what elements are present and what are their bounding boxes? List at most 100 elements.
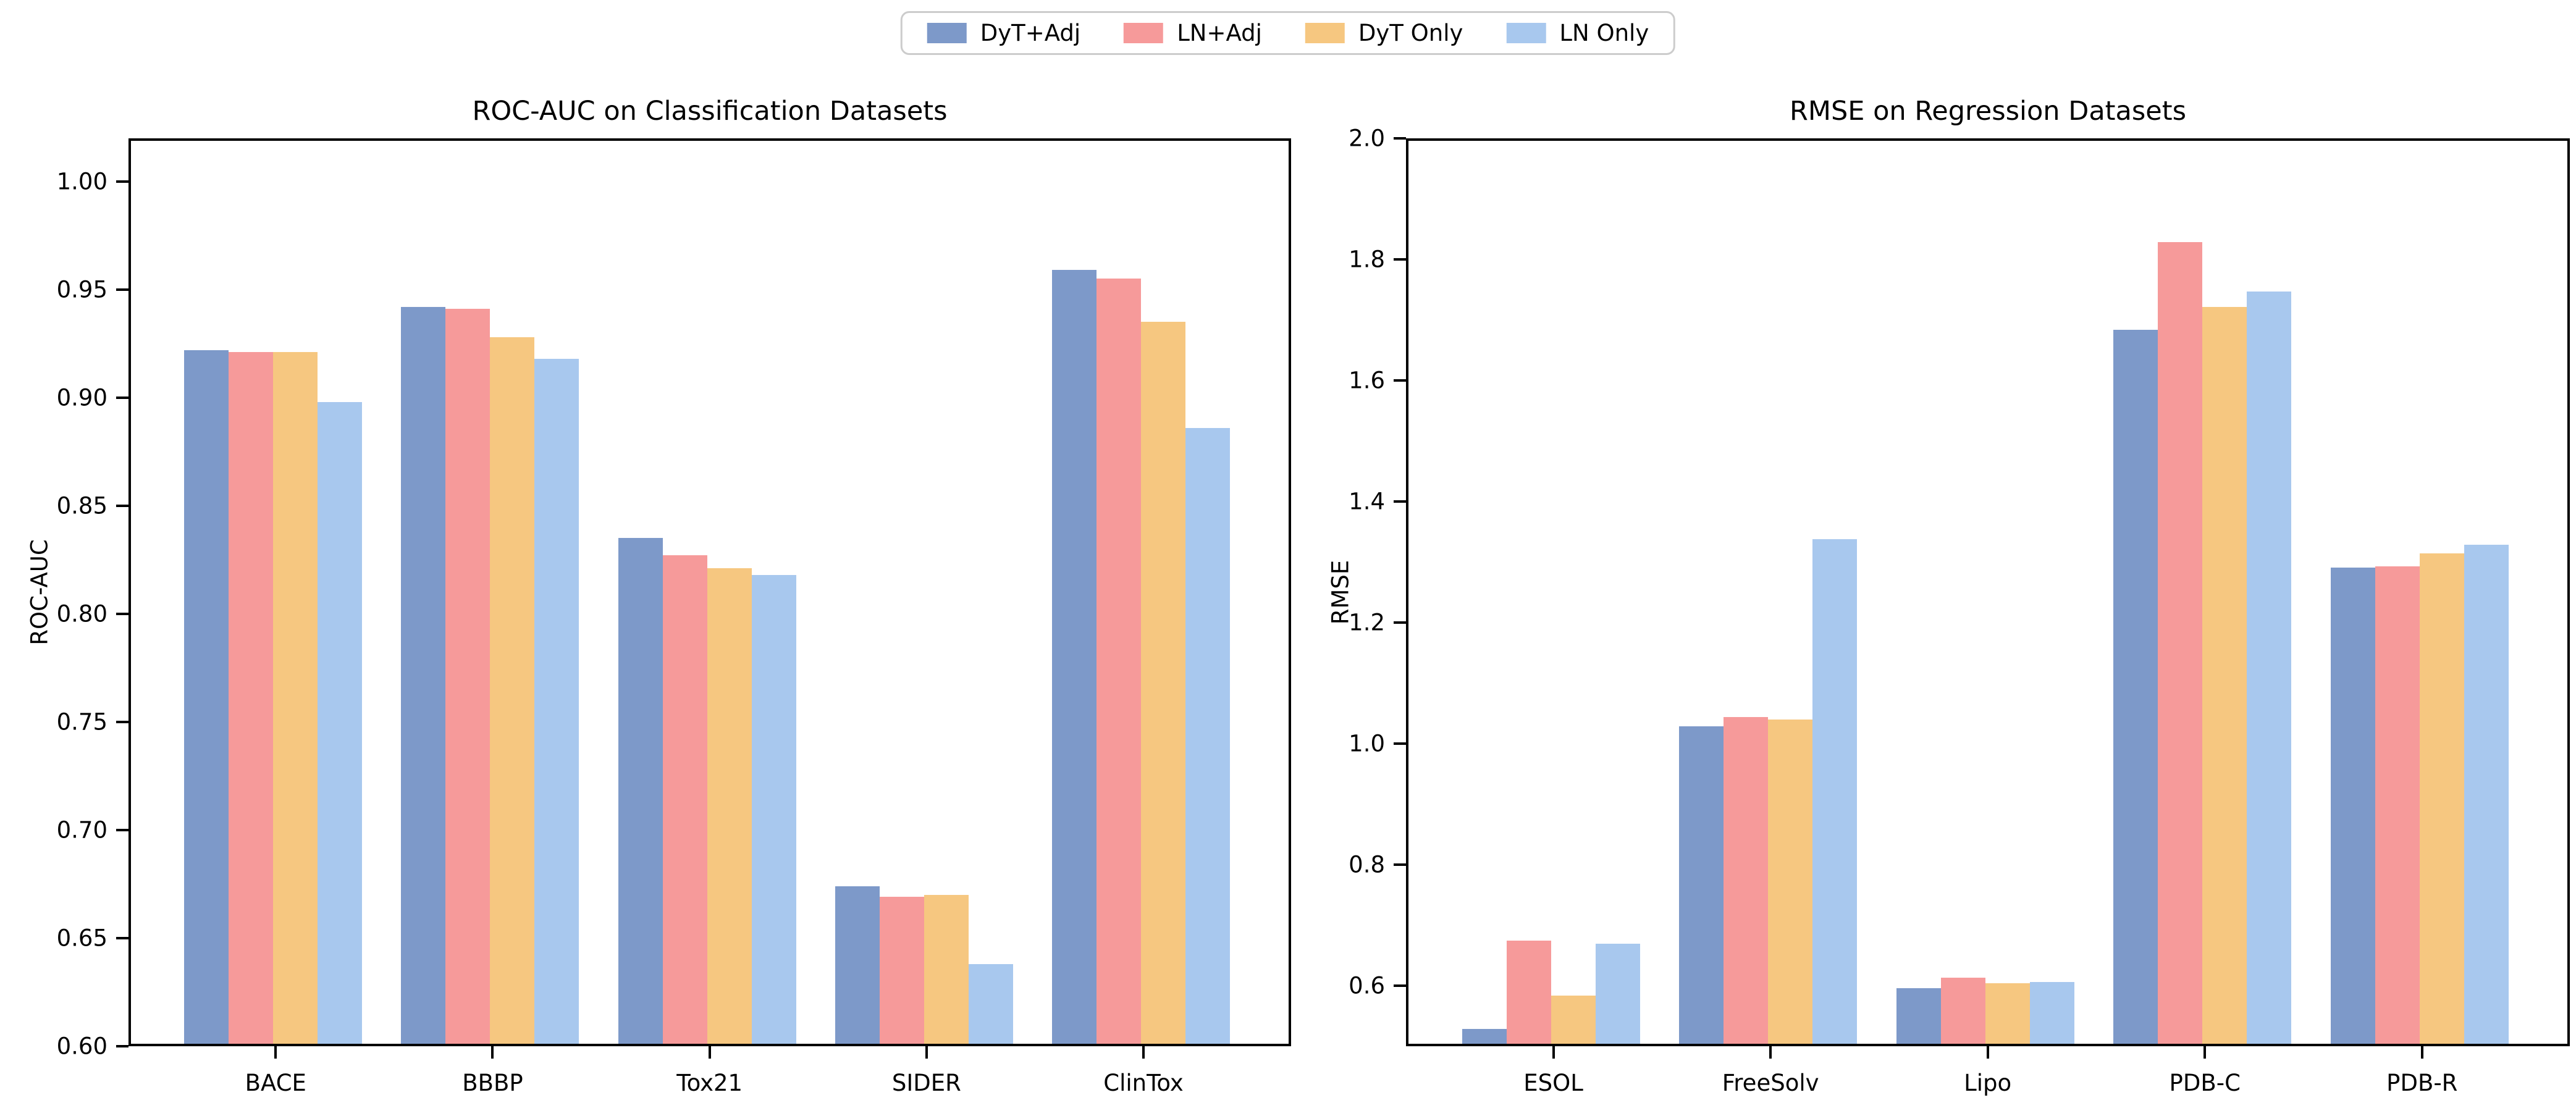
bar-ln-adj-esol (1506, 941, 1551, 1044)
legend-swatch-icon (1305, 23, 1345, 43)
y-axis-tick (1394, 379, 1406, 382)
bar-dyt-adj-clintox (1052, 270, 1097, 1044)
y-axis-tick (116, 397, 128, 399)
x-axis-tick (274, 1046, 277, 1059)
regression-chart-title: RMSE on Regression Datasets (1790, 96, 2186, 127)
legend-item-ln-adj: LN+Adj (1124, 22, 1262, 44)
y-axis-tick (116, 1045, 128, 1047)
y-tick-label: 0.95 (56, 276, 107, 303)
bar-dyt-adj-pdb-c (2113, 329, 2158, 1044)
x-tick-label: ESOL (1523, 1070, 1583, 1096)
bar-ln-only-lipo (2029, 982, 2074, 1044)
bar-dyt-adj-freesolv (1679, 726, 1724, 1044)
bar-ln-only-bace (318, 401, 363, 1044)
bar-dyt-adj-esol (1462, 1028, 1507, 1044)
x-tick-label: ClinTox (1103, 1070, 1184, 1096)
bar-dyt-only-bbbp (490, 337, 535, 1044)
y-axis-tick (1394, 742, 1406, 745)
x-axis-tick (708, 1046, 711, 1059)
x-tick-label: PDB-R (2386, 1070, 2458, 1096)
bar-ln-adj-pdb-c (2158, 241, 2203, 1044)
legend-item-dyt-only: DyT Only (1305, 22, 1463, 44)
bar-dyt-adj-bace (184, 350, 229, 1044)
bar-ln-adj-bace (229, 352, 274, 1044)
bar-ln-adj-lipo (1940, 978, 1985, 1044)
y-axis-tick (116, 937, 128, 939)
legend-item-ln-only: LN Only (1506, 22, 1649, 44)
bar-ln-adj-bbbp (445, 309, 490, 1044)
x-axis-tick (1769, 1046, 1772, 1059)
y-tick-label: 0.70 (56, 816, 107, 844)
bar-ln-only-bbbp (534, 358, 579, 1044)
bar-dyt-only-esol (1551, 995, 1596, 1044)
legend-label: DyT+Adj (980, 20, 1081, 46)
bar-dyt-adj-pdb-r (2330, 567, 2375, 1044)
legend-label: LN+Adj (1177, 20, 1262, 46)
y-tick-label: 1.00 (56, 168, 107, 195)
bar-ln-only-pdb-r (2464, 544, 2509, 1044)
bar-dyt-adj-tox21 (618, 538, 663, 1044)
y-tick-label: 0.6 (1349, 972, 1385, 999)
y-tick-label: 0.60 (56, 1033, 107, 1060)
bar-dyt-adj-lipo (1896, 988, 1941, 1044)
regression-axes: RMSE on Regression Datasets RMSE 2.0 1.8 1… (1328, 96, 2570, 1096)
y-axis-tick (116, 721, 128, 723)
bar-ln-adj-sider (879, 897, 924, 1044)
classification-axes: ROC-AUC on Classification Datasets ROC-A… (27, 96, 1291, 1096)
y-tick-label: 0.80 (56, 600, 107, 627)
y-tick-label: 0.8 (1349, 851, 1385, 878)
x-axis-tick (1986, 1046, 1989, 1059)
y-axis-tick (116, 613, 128, 615)
bar-dyt-adj-sider (835, 886, 880, 1044)
bar-dyt-adj-bbbp (401, 306, 446, 1044)
y-axis-tick (1394, 621, 1406, 624)
bar-ln-adj-clintox (1096, 279, 1142, 1044)
y-axis-tick (1394, 984, 1406, 987)
legend-swatch-icon (927, 23, 967, 43)
bar-ln-adj-freesolv (1724, 716, 1769, 1044)
x-tick-label: Lipo (1964, 1070, 2012, 1096)
x-axis-tick (2203, 1046, 2207, 1059)
x-axis-tick (491, 1046, 494, 1059)
legend-item-dyt-adj: DyT+Adj (927, 22, 1080, 44)
classification-chart-title: ROC-AUC on Classification Datasets (472, 96, 948, 127)
y-axis-tick (1394, 137, 1406, 140)
bar-ln-only-clintox (1185, 427, 1231, 1044)
y-tick-label: 1.2 (1349, 609, 1385, 636)
x-tick-label: SIDER (891, 1070, 961, 1096)
bar-ln-only-pdb-c (2247, 291, 2292, 1044)
x-tick-label: PDB-C (2169, 1070, 2241, 1096)
y-axis-tick (116, 505, 128, 507)
y-tick-label: 1.4 (1349, 488, 1385, 515)
bar-ln-only-sider (968, 963, 1013, 1044)
legend-label: LN Only (1559, 20, 1649, 46)
bar-dyt-only-pdb-r (2419, 553, 2464, 1044)
x-axis-tick (1142, 1046, 1145, 1059)
legend: DyT+Adj LN+Adj DyT Only LN Only (900, 11, 1676, 55)
y-axis-tick (116, 180, 128, 183)
y-axis-tick (116, 288, 128, 291)
x-axis-tick (925, 1046, 928, 1059)
y-tick-label: 1.0 (1349, 730, 1385, 757)
y-tick-label: 1.6 (1349, 367, 1385, 394)
legend-label: DyT Only (1358, 20, 1463, 46)
y-axis-tick (1394, 500, 1406, 503)
bar-ln-only-esol (1595, 944, 1640, 1044)
legend-swatch-icon (1124, 23, 1164, 43)
bar-dyt-only-clintox (1141, 322, 1186, 1044)
bar-dyt-only-sider (924, 894, 969, 1044)
x-tick-label: FreeSolv (1722, 1070, 1819, 1096)
y-tick-label: 0.85 (56, 492, 107, 519)
y-tick-label: 2.0 (1349, 125, 1385, 152)
bar-ln-only-tox21 (751, 574, 796, 1044)
bar-dyt-only-lipo (1985, 983, 2030, 1044)
y-axis-tick (1394, 258, 1406, 261)
bar-dyt-only-tox21 (707, 568, 752, 1044)
legend-swatch-icon (1506, 23, 1546, 43)
bar-ln-only-freesolv (1812, 539, 1858, 1044)
bar-ln-adj-tox21 (662, 555, 707, 1044)
bar-dyt-only-pdb-c (2202, 307, 2247, 1044)
y-axis-tick (116, 829, 128, 831)
x-tick-label: BACE (245, 1070, 306, 1096)
